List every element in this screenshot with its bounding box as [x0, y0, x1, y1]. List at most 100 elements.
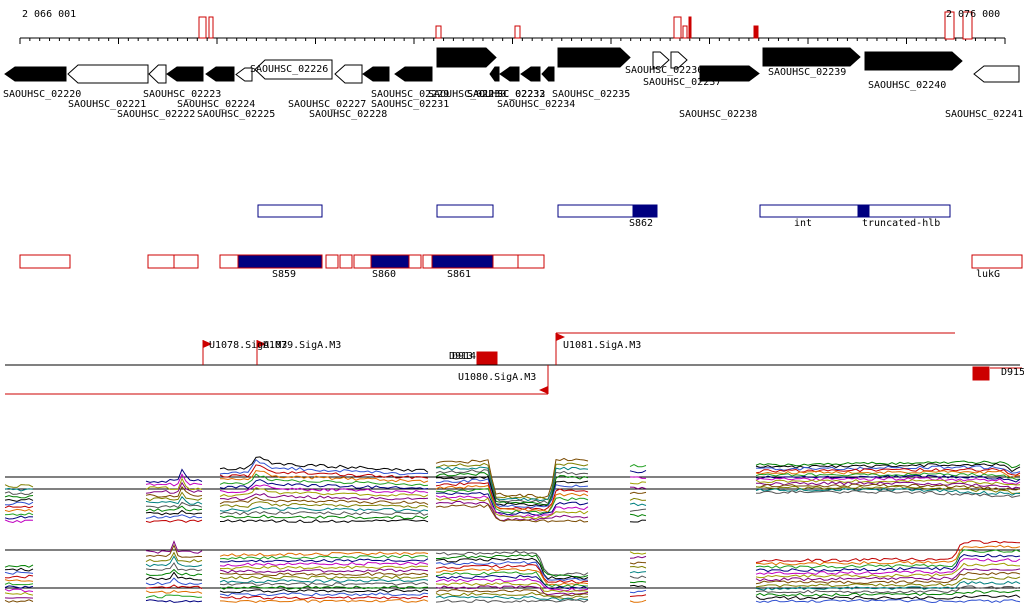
- srna-box[interactable]: [219, 254, 239, 269]
- srna-box[interactable]: [147, 254, 175, 269]
- srna-candidate-box[interactable]: [257, 204, 323, 218]
- gene-arrow-SAOUHSC_02238[interactable]: [699, 65, 760, 82]
- coverage-line: [436, 568, 589, 586]
- gene-arrow-SAOUHSC_02222[interactable]: [148, 64, 167, 84]
- srna-box[interactable]: [370, 254, 410, 269]
- coverage-line: [145, 514, 203, 519]
- ruler-feature-mark[interactable]: [688, 16, 692, 39]
- gene-arrow-SAOUHSC_02221[interactable]: [67, 64, 149, 84]
- gene-arrow-SAOUHSC_02239[interactable]: [762, 47, 861, 67]
- coverage-line: [145, 477, 203, 491]
- terminator-box[interactable]: [476, 351, 498, 365]
- srna-box[interactable]: [408, 254, 422, 269]
- coverage-line: [4, 501, 34, 506]
- coverage-line: [219, 551, 429, 557]
- coverage-line: [220, 493, 429, 501]
- gene-arrow-SAOUHSC_02236[interactable]: [652, 51, 670, 69]
- srna-box[interactable]: [422, 254, 433, 269]
- coverage-line: [4, 515, 34, 520]
- coverage-line: [145, 495, 203, 505]
- gene-arrow-SAOUHSC_02240[interactable]: [864, 51, 963, 71]
- srna-box[interactable]: [492, 254, 519, 269]
- coverage-line: [4, 599, 34, 603]
- coverage-line: [219, 575, 429, 580]
- coverage-line: [219, 487, 429, 498]
- ruler-feature-mark[interactable]: [435, 25, 442, 39]
- srna-box[interactable]: [339, 254, 353, 269]
- srna-box[interactable]: [173, 254, 199, 269]
- coverage-line: [755, 549, 1021, 569]
- coverage-line: [435, 484, 589, 513]
- gene-arrow-SAOUHSC_02229[interactable]: [394, 66, 433, 82]
- gene-arrow-SAOUHSC_02237[interactable]: [670, 51, 688, 69]
- srna-box[interactable]: [517, 254, 545, 269]
- coverage-line: [629, 571, 647, 574]
- srna-candidate-box[interactable]: [857, 204, 870, 218]
- coverage-line: [145, 555, 203, 568]
- coverage-line: [435, 487, 589, 514]
- srna-candidate-box[interactable]: [557, 204, 634, 218]
- coverage-line: [145, 594, 203, 599]
- coverage-line: [755, 580, 1021, 591]
- gene-arrow-SAOUHSC_02223[interactable]: [166, 66, 204, 82]
- tss-flag-up[interactable]: [556, 333, 565, 341]
- gene-arrow-SAOUHSC_02232[interactable]: [499, 66, 520, 82]
- gene-arrow-SAOUHSC_02226[interactable]: [254, 59, 333, 80]
- srna-candidate-box[interactable]: [759, 204, 951, 218]
- srna-box[interactable]: [237, 254, 323, 269]
- srna-candidate-box[interactable]: [436, 204, 494, 218]
- gene-arrow-SAOUHSC_02234[interactable]: [541, 66, 555, 82]
- coverage-line: [755, 465, 1021, 474]
- coverage-line: [755, 571, 1021, 585]
- ruler-feature-mark[interactable]: [208, 16, 214, 39]
- gene-arrow-SAOUHSC_02227[interactable]: [334, 64, 363, 84]
- coverage-line: [219, 565, 429, 571]
- coverage-line: [145, 501, 203, 509]
- ruler-feature-mark[interactable]: [673, 16, 682, 39]
- coverage-line: [4, 574, 34, 579]
- coverage-line: [755, 481, 1021, 490]
- tss-flag-up[interactable]: [203, 340, 212, 348]
- gene-arrow-SAOUHSC_02225[interactable]: [235, 67, 253, 82]
- coverage-line: [436, 554, 589, 578]
- ruler-feature-mark[interactable]: [944, 11, 955, 40]
- coverage-line: [145, 568, 203, 577]
- ruler-feature-mark[interactable]: [753, 25, 759, 39]
- coverage-line: [629, 502, 647, 507]
- srna-box[interactable]: [325, 254, 339, 269]
- gene-arrow-SAOUHSC_02224[interactable]: [205, 66, 235, 82]
- coverage-line: [145, 571, 203, 581]
- gene-arrow-SAOUHSC_02241[interactable]: [973, 65, 1020, 83]
- ruler-feature-mark[interactable]: [682, 25, 688, 39]
- coverage-line: [4, 571, 34, 575]
- srna-candidate-box[interactable]: [632, 204, 658, 218]
- ruler-feature-mark[interactable]: [962, 11, 973, 40]
- gene-arrow-SAOUHSC_02235[interactable]: [557, 47, 631, 68]
- ruler-feature-mark[interactable]: [198, 16, 207, 39]
- coverage-line: [219, 456, 429, 473]
- coverage-line: [435, 582, 589, 593]
- terminator-box[interactable]: [972, 366, 990, 381]
- ruler-feature-mark[interactable]: [514, 25, 521, 39]
- coverage-line: [145, 544, 203, 558]
- srna-box[interactable]: [19, 254, 71, 269]
- srna-box[interactable]: [353, 254, 372, 269]
- gene-arrow-SAOUHSC_02230[interactable]: [436, 47, 497, 68]
- coverage-line: [4, 484, 34, 488]
- srna-box[interactable]: [431, 254, 494, 269]
- coverage-line: [435, 592, 589, 600]
- gene-arrow-SAOUHSC_02228[interactable]: [362, 66, 390, 82]
- gene-arrow-SAOUHSC_02220[interactable]: [4, 66, 67, 82]
- coverage-line: [219, 511, 429, 516]
- srna-box[interactable]: [971, 254, 1023, 269]
- tss-flag-down[interactable]: [539, 386, 548, 394]
- coverage-line: [145, 562, 203, 572]
- coverage-line: [219, 592, 429, 597]
- tss-flag-up[interactable]: [257, 340, 266, 348]
- coverage-line: [629, 513, 647, 517]
- coverage-line: [4, 519, 34, 524]
- ruler-track: [19, 11, 1006, 44]
- gene-arrow-SAOUHSC_02233[interactable]: [520, 66, 541, 82]
- coverage-line: [145, 551, 203, 563]
- gene-arrow-SAOUHSC_02231[interactable]: [489, 66, 500, 82]
